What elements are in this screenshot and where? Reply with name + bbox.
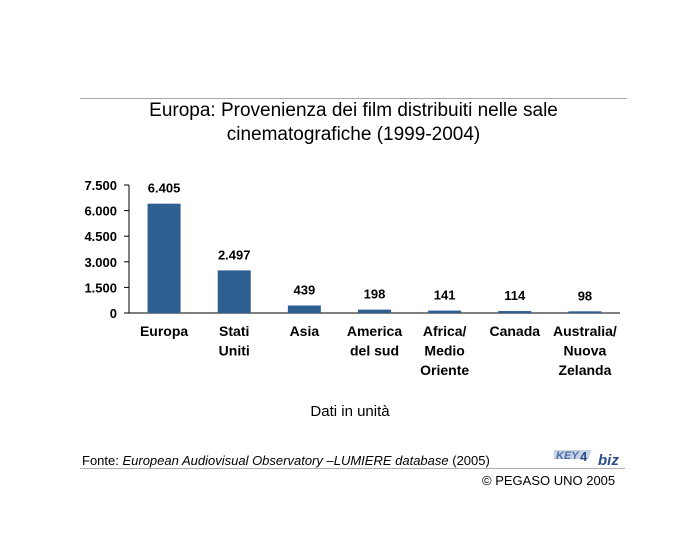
bar <box>217 270 251 313</box>
bar-value-label: 6.405 <box>148 181 181 196</box>
bar-value-label: 114 <box>504 288 526 303</box>
x-tick-label: del sud <box>350 343 399 359</box>
x-tick-label: Uniti <box>219 343 250 359</box>
logo-key: KEY <box>556 450 580 462</box>
y-tick-label: 6.000 <box>84 204 117 219</box>
y-tick-label: 0 <box>110 306 117 321</box>
bottom-divider <box>80 468 625 469</box>
bar <box>568 311 602 313</box>
source-note: Fonte: European Audiovisual Observatory … <box>82 453 490 468</box>
bar-value-label: 198 <box>364 287 386 302</box>
bar-value-label: 98 <box>578 288 592 303</box>
bar <box>358 309 391 313</box>
x-tick-label: Africa/ <box>423 323 467 339</box>
chart-title-line-1: Europa: Provenienza dei film distribuiti… <box>149 100 558 121</box>
bar <box>428 310 462 313</box>
logo-biz: biz <box>598 452 619 467</box>
bar-chart: 0 1.500 3.000 4.500 6.000 7.500 6.405 Europa 2.… <box>84 178 620 378</box>
x-tick-label: Medio <box>424 343 464 359</box>
bar <box>287 305 321 313</box>
x-tick-label: Oriente <box>420 362 469 378</box>
y-tick-label: 1.500 <box>84 280 117 295</box>
x-tick-label: Stati <box>219 323 249 339</box>
y-tick-label: 3.000 <box>84 255 117 270</box>
chart-title: Europa: Provenienza dei film distribuiti… <box>80 99 627 147</box>
key4biz-logo: KEY 4 biz <box>554 449 619 467</box>
source-prefix: Fonte: <box>82 453 123 468</box>
bar <box>498 311 532 313</box>
x-axis-label: Dati in unità <box>310 403 390 420</box>
bar-value-label: 439 <box>294 283 316 298</box>
bar-value-label: 141 <box>434 288 456 303</box>
chart-title-line-2: cinematografiche (1999-2004) <box>226 124 481 145</box>
x-tick-label: Canada <box>489 323 540 339</box>
x-tick-label: America <box>347 323 402 339</box>
x-tick-label: Zelanda <box>558 362 611 378</box>
source-year: (2005) <box>448 453 490 468</box>
bar <box>147 203 181 313</box>
y-tick-label: 4.500 <box>84 229 117 244</box>
x-tick-label: Australia/ <box>553 323 617 339</box>
bar-value-label: 2.497 <box>218 247 251 262</box>
x-tick-label: Asia <box>290 323 320 339</box>
copyright: © PEGASO UNO 2005 <box>482 473 616 488</box>
source-name: European Audiovisual Observatory –LUMIER… <box>122 453 449 468</box>
x-tick-label: Nuova <box>564 343 607 359</box>
logo-num: 4 <box>580 449 588 464</box>
top-divider <box>80 98 627 99</box>
y-tick-label: 7.500 <box>84 178 117 193</box>
x-tick-label: Europa <box>140 323 188 339</box>
